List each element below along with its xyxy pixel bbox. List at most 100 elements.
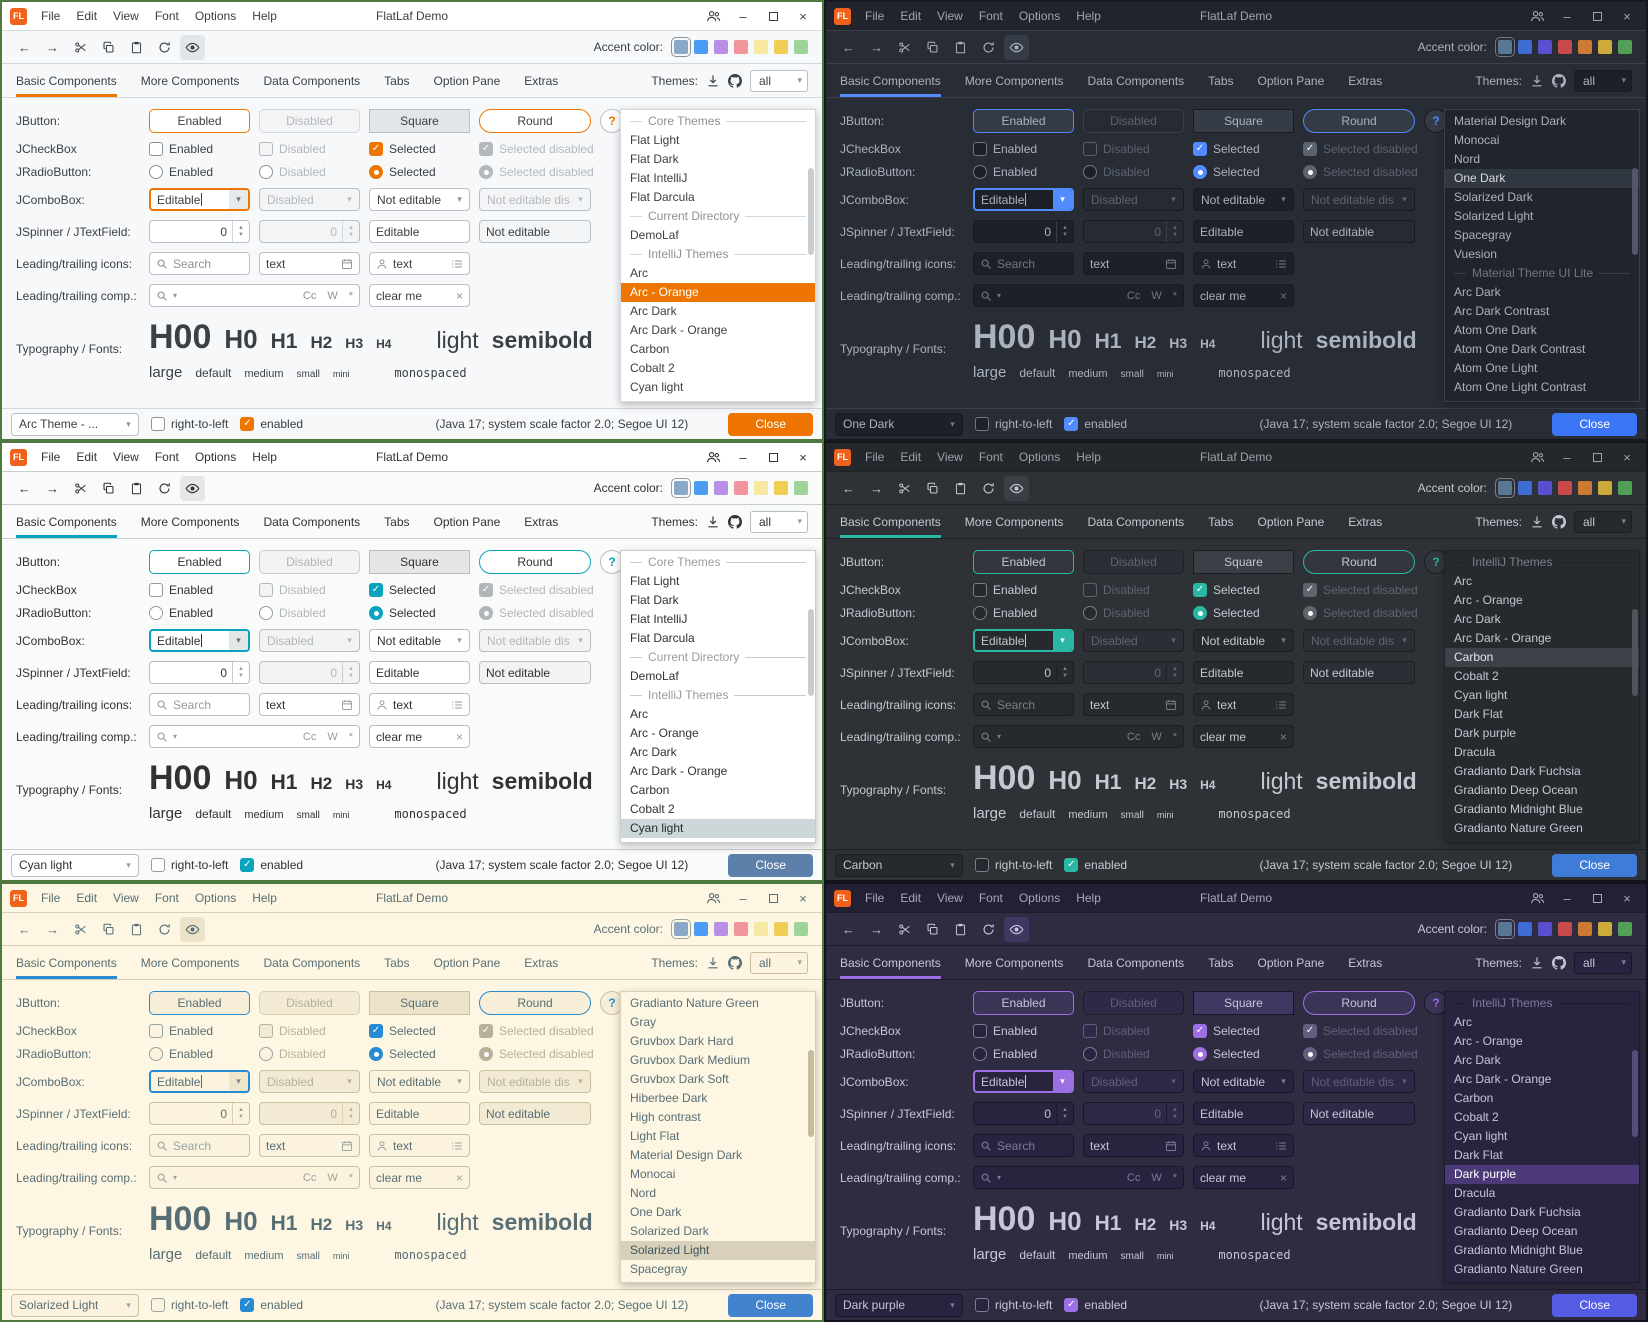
theme-list-item[interactable]: Nord [630,1186,657,1200]
theme-list-item[interactable]: DemoLaf [630,228,679,242]
accent-color-swatch[interactable] [794,40,808,54]
menu-item[interactable]: Font [154,891,179,905]
theme-list-item[interactable]: Cobalt 2 [1454,1110,1499,1124]
theme-list-item[interactable]: Dracula [1454,1186,1496,1200]
theme-list-item[interactable]: Vuesion [1454,247,1497,261]
download-theme-icon[interactable] [1530,515,1544,529]
users-icon[interactable] [698,9,728,24]
theme-selector-combo[interactable]: Dark purple ▾ [835,1293,963,1317]
chevron-down-icon[interactable]: ▾ [229,631,248,650]
combobox-not-editable[interactable]: Not editable ▾ [1193,629,1294,652]
calendar-icon[interactable] [1165,1140,1177,1152]
themes-scrollbar[interactable] [1631,110,1639,401]
text-field-with-person-list[interactable]: text [1193,1134,1294,1157]
minimize-button[interactable]: – [1563,8,1571,24]
scrollbar-thumb[interactable] [1632,609,1638,697]
checkbox-enabled[interactable]: Enabled [973,142,1074,156]
close-window-button[interactable]: × [799,890,807,906]
spinner-up-icon[interactable]: ▲ [238,1106,244,1113]
theme-list-item[interactable]: Dark purple [1454,726,1517,740]
textfield-editable[interactable]: Editable [369,220,470,243]
combobox-editable[interactable]: Editable ▾ [973,188,1074,211]
tab[interactable]: Extras [1348,514,1383,529]
spinner-down-icon[interactable]: ▼ [1062,1113,1068,1120]
close-button[interactable]: Close [1552,1293,1637,1317]
theme-list-item[interactable]: Atom One Light Contrast [1454,380,1587,394]
menu-item[interactable]: View [937,9,963,23]
paste-button[interactable] [948,35,973,60]
text-field-with-calendar[interactable]: text [259,693,360,716]
spinner-up-icon[interactable]: ▲ [238,224,244,231]
tab[interactable]: More Components [140,73,240,88]
theme-list-item[interactable]: Flat Darcula [630,190,695,204]
refresh-button[interactable] [976,476,1001,501]
calendar-icon[interactable] [1165,258,1177,270]
text-field-with-calendar[interactable]: text [1083,693,1184,716]
checkbox-selected[interactable]: ✓ Selected [1193,583,1294,597]
chevron-down-icon[interactable]: ▾ [1053,631,1072,650]
theme-list-item[interactable]: Dark Flat [1454,1148,1503,1162]
list-icon[interactable] [1275,1140,1287,1152]
theme-list-item[interactable]: Flat IntelliJ [630,171,688,185]
tab[interactable]: Basic Components [16,505,117,538]
theme-list-item[interactable]: Solarized Light [1454,209,1534,223]
refresh-button[interactable] [976,917,1001,942]
theme-list-item[interactable]: Arc Dark Contrast [1454,304,1550,318]
theme-list-item[interactable]: Gradianto Dark Fuchsia [1454,764,1581,778]
enabled-button[interactable]: Enabled [973,550,1074,574]
theme-list-item[interactable]: Dark Flat [1454,707,1503,721]
theme-list-item[interactable]: Gruvbox Dark Medium [630,1053,751,1067]
calendar-icon[interactable] [341,1140,353,1152]
chevron-down-icon[interactable]: ▾ [173,1173,178,1182]
clear-icon[interactable]: × [1279,729,1287,744]
copy-button[interactable] [920,917,945,942]
theme-list-item[interactable]: Flat IntelliJ [630,612,688,626]
spinner[interactable]: 0 ▲ ▼ [149,1102,250,1125]
enabled-checkbox[interactable]: ✓ enabled [240,858,303,872]
close-button[interactable]: Close [728,1293,813,1317]
accent-color-swatch[interactable] [671,478,691,498]
close-window-button[interactable]: × [799,8,807,24]
textfield-editable[interactable]: Editable [369,1102,470,1125]
accent-color-swatch[interactable] [1538,40,1552,54]
accent-color-swatch[interactable] [1578,922,1592,936]
accent-color-swatch[interactable] [694,40,708,54]
accent-color-swatch[interactable] [714,922,728,936]
round-button[interactable]: Round [1303,550,1415,574]
checkbox-selected[interactable]: ✓ Selected [1193,1024,1294,1038]
accent-color-swatch[interactable] [1518,481,1532,495]
combobox-not-editable[interactable]: Not editable ▾ [369,188,470,211]
chevron-down-icon[interactable]: ▾ [1053,190,1072,209]
tab[interactable]: Basic Components [840,946,941,979]
menu-item[interactable]: View [113,891,139,905]
spinner-buttons[interactable]: ▲ ▼ [1056,662,1073,683]
radio-selected[interactable]: Selected [1193,1047,1294,1061]
github-icon[interactable] [1552,955,1566,970]
download-theme-icon[interactable] [706,74,720,88]
paste-button[interactable] [124,917,149,942]
tab[interactable]: Data Components [1087,955,1185,970]
menu-item[interactable]: Font [154,450,179,464]
right-to-left-checkbox[interactable]: right-to-left [151,1298,228,1312]
refresh-button[interactable] [152,35,177,60]
search-with-options-field[interactable]: ▾ Cc W * [973,284,1184,307]
tab[interactable]: Data Components [1087,514,1185,529]
users-icon[interactable] [1522,9,1552,24]
tab[interactable]: Data Components [1087,73,1185,88]
theme-list-item[interactable]: Solarized Dark [1454,190,1533,204]
spinner-up-icon[interactable]: ▲ [1062,1106,1068,1113]
round-button[interactable]: Round [479,109,591,133]
theme-list-item[interactable]: Gradianto Midnight Blue [1454,802,1583,816]
checkbox-enabled[interactable]: Enabled [973,583,1074,597]
tab[interactable]: Extras [524,514,559,529]
close-window-button[interactable]: × [1623,890,1631,906]
round-button[interactable]: Round [479,991,591,1015]
tab[interactable]: Data Components [263,514,361,529]
theme-list-item[interactable]: Arc - Orange [1454,1034,1523,1048]
menu-item[interactable]: Edit [76,891,98,905]
tab[interactable]: Basic Components [840,505,941,538]
checkbox-selected[interactable]: ✓ Selected [369,142,470,156]
enabled-button[interactable]: Enabled [149,991,250,1015]
list-icon[interactable] [1275,699,1287,711]
themes-scrollbar[interactable] [807,992,815,1282]
